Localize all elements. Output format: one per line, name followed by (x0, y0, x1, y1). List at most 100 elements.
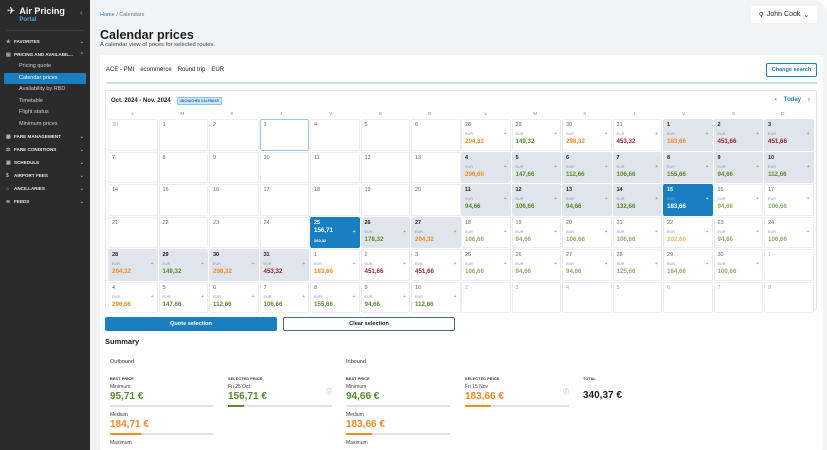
next-month-icon[interactable]: › (808, 97, 810, 103)
calendar-day[interactable]: 26 EUR +94,66 (511, 249, 561, 281)
add-icon[interactable]: + (403, 228, 406, 235)
add-icon[interactable]: + (503, 261, 507, 267)
calendar-day[interactable]: 17 (259, 184, 309, 216)
sidebar-item-availability-by-rbd[interactable]: Availability by RBD (19, 86, 66, 92)
calendar-day[interactable]: 5 EUR +147,66 (511, 151, 561, 183)
change-search-button[interactable]: Change search (766, 63, 817, 77)
add-icon[interactable]: + (453, 261, 457, 267)
add-icon[interactable]: + (756, 131, 759, 137)
today-button[interactable]: Today (783, 97, 801, 103)
calendar-day[interactable]: 11 (310, 151, 360, 183)
calendar-day[interactable]: 30 (108, 119, 158, 151)
add-icon[interactable]: + (503, 131, 507, 137)
add-icon[interactable]: + (251, 261, 255, 267)
sidebar-item-minimum-prices[interactable]: Minimum prices (19, 120, 58, 127)
add-icon[interactable]: + (554, 228, 557, 235)
add-icon[interactable]: + (806, 196, 810, 202)
add-icon[interactable]: + (251, 293, 255, 300)
sidebar-item-flight-status[interactable]: Flight status (19, 109, 49, 115)
calendar-day[interactable]: 13 (411, 151, 461, 183)
calendar-day[interactable]: 21 (108, 216, 158, 248)
add-icon[interactable]: + (705, 228, 709, 235)
calendar-day[interactable]: 18 (310, 184, 360, 216)
calendar-day[interactable]: 7 (713, 281, 763, 313)
calendar-day[interactable]: 5 EUR +147,66 (158, 281, 208, 313)
calendar-day[interactable]: 3 (259, 119, 309, 151)
sidebar-item-calendar-prices[interactable]: Calendar prices (4, 72, 86, 84)
add-icon[interactable]: + (806, 131, 810, 137)
add-icon[interactable]: + (201, 261, 204, 267)
calendar-day[interactable]: 18 EUR +106,66 (461, 216, 511, 248)
calendar-day[interactable]: 5 (612, 281, 662, 313)
add-icon[interactable]: + (655, 196, 658, 202)
add-icon[interactable]: + (201, 293, 204, 300)
calendar-day[interactable]: 30 EUR +298,32 (209, 249, 259, 281)
calendar-day[interactable]: 10 EUR +112,66 (764, 151, 814, 183)
collapse-sidebar-icon[interactable]: ‹ (80, 8, 83, 17)
calendar-day[interactable]: 3 (511, 281, 561, 313)
calendar-day[interactable]: 16 (209, 184, 259, 216)
user-menu[interactable]: ⚲ John Cook ⌄ (751, 6, 817, 23)
calendar-day[interactable]: 24 (259, 216, 309, 248)
calendar-day[interactable]: 7 EUR +106,66 (612, 151, 662, 183)
calendar-day[interactable]: 13 EUR +94,66 (562, 184, 612, 216)
calendar-day[interactable]: 2 EUR +451,66 (360, 249, 410, 281)
calendar-day[interactable]: 23 (209, 216, 259, 248)
add-icon[interactable]: + (352, 293, 356, 300)
calendar-day[interactable]: 2 (209, 119, 259, 151)
calendar-day[interactable]: 28 EUR +204,32 (108, 249, 158, 281)
calendar-day[interactable]: 12 EUR +106,66 (511, 184, 561, 216)
add-icon[interactable]: + (503, 163, 507, 170)
calendar-day[interactable]: 31 EUR +453,32 (259, 249, 309, 281)
calendar-day[interactable]: 29 EUR +164,66 (663, 249, 713, 281)
calendar-day-selected[interactable]: 15 EUR +183,66 (663, 184, 713, 216)
calendar-day[interactable]: 5 (360, 119, 410, 151)
calendar-day[interactable]: 1 (764, 249, 814, 281)
calendar-day[interactable]: 27 EUR +204,32 (411, 216, 461, 248)
calendar-day[interactable]: 28 EUR +204,32 (461, 119, 511, 151)
add-icon[interactable]: + (453, 293, 457, 300)
quote-selection-button[interactable]: Quote selection (105, 317, 277, 331)
add-icon[interactable]: + (756, 228, 759, 235)
calendar-day[interactable]: 15 (158, 184, 208, 216)
add-icon[interactable]: + (705, 131, 709, 137)
add-icon[interactable]: + (756, 196, 759, 202)
add-icon[interactable]: + (756, 163, 759, 170)
add-icon[interactable]: + (554, 261, 557, 267)
calendar-day[interactable]: 14 EUR +132,66 (612, 184, 662, 216)
calendar-day[interactable]: 19 (360, 184, 410, 216)
calendar-day[interactable]: 30 EUR +298,32 (562, 119, 612, 151)
calendar-day[interactable]: 12 (360, 151, 410, 183)
sidebar-section-feeds[interactable]: ≋ Feeds ⌄ (0, 195, 90, 208)
sidebar-section-pricing-and-availabil[interactable]: ▤ Pricing and availabil... ⌃ (0, 48, 90, 61)
calendar-day[interactable]: 11 EUR +94,66 (461, 184, 511, 216)
calendar-day[interactable]: 25 EUR +106,66 (461, 249, 511, 281)
calendar-day[interactable]: 28 EUR +125,66 (612, 249, 662, 281)
calendar-day[interactable]: 29 EUR +149,32 (158, 249, 208, 281)
sidebar-section-fare-management[interactable]: ▦ Fare management ⌄ (0, 130, 90, 143)
calendar-day[interactable]: 4 (562, 281, 612, 313)
calendar-day[interactable]: 20 (411, 184, 461, 216)
calendar-day[interactable]: 4 EUR +296,66 (461, 151, 511, 183)
calendar-day[interactable]: 14 (108, 184, 158, 216)
add-icon[interactable]: + (705, 196, 709, 202)
calendar-day[interactable]: 26 EUR +178,32 (360, 216, 410, 248)
calendar-day[interactable]: 1 EUR +183,66 (310, 249, 360, 281)
calendar-day[interactable]: 29 EUR +149,32 (511, 119, 561, 151)
add-icon[interactable]: + (604, 261, 608, 267)
add-icon[interactable]: + (655, 261, 658, 267)
calendar-day[interactable]: 19 EUR +94,66 (511, 216, 561, 248)
add-icon[interactable]: + (302, 293, 305, 300)
calendar-day[interactable]: 16 EUR +94,66 (713, 184, 763, 216)
add-icon[interactable]: + (554, 163, 557, 170)
calendar-day[interactable]: 10 (259, 151, 309, 183)
add-icon[interactable]: + (554, 196, 557, 202)
sidebar-section-schedule[interactable]: ▣ Schedule ⌄ (0, 156, 90, 169)
calendar-day[interactable]: 6 EUR +112,66 (562, 151, 612, 183)
add-icon[interactable]: + (403, 261, 406, 267)
sidebar-section-airport-fees[interactable]: $ Airport fees ⌄ (0, 169, 90, 182)
calendar-day[interactable]: 8 (764, 281, 814, 313)
add-icon[interactable]: + (150, 293, 154, 300)
add-icon[interactable]: + (453, 228, 457, 235)
calendar-day[interactable]: 31 EUR +453,32 (612, 119, 662, 151)
